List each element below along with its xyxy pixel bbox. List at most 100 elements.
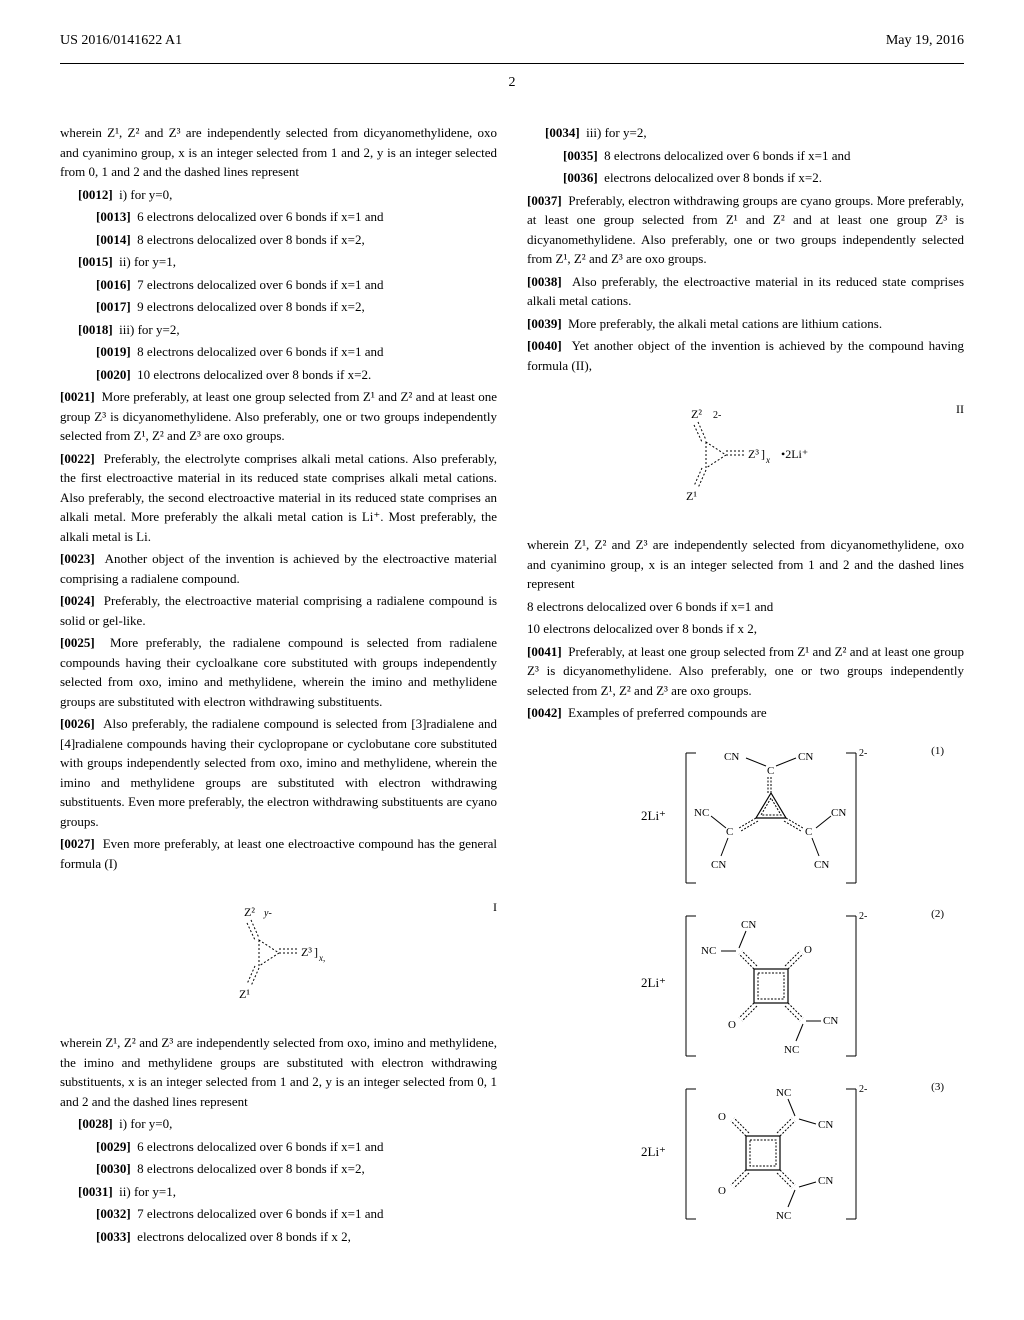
item-0028: [0028] i) for y=0,: [60, 1114, 497, 1134]
right-column: [0034] iii) for y=2, [0035] 8 electrons …: [527, 123, 964, 1249]
svg-text:Z¹: Z¹: [239, 987, 250, 1001]
item-0019: [0019] 8 electrons delocalized over 6 bo…: [60, 342, 497, 362]
svg-text:CN: CN: [724, 751, 739, 763]
item-0026: [0026] Also preferably, the radialene co…: [60, 714, 497, 831]
compound-1-label: (1): [931, 743, 944, 760]
svg-text:]: ]: [761, 447, 765, 461]
svg-text:CN: CN: [798, 751, 813, 763]
item-0040: [0040] Yet another object of the inventi…: [527, 336, 964, 375]
svg-text:2-: 2-: [859, 748, 867, 759]
item-0036: [0036] electrons delocalized over 8 bond…: [527, 168, 964, 188]
svg-text:CN: CN: [831, 807, 846, 819]
item-0023: [0023] Another object of the invention i…: [60, 549, 497, 588]
svg-text:Z³: Z³: [748, 447, 759, 461]
svg-text:NC: NC: [776, 1210, 791, 1222]
svg-text:CN: CN: [823, 1015, 838, 1027]
compound-3-structure: 2Li⁺ 2- O NC CN: [606, 1074, 886, 1229]
item-0042: [0042] Examples of preferred compounds a…: [527, 703, 964, 723]
compound-2: (2) 2Li⁺ 2- NC CN: [527, 901, 964, 1066]
page-header: US 2016/0141622 A1 May 19, 2016: [60, 30, 964, 51]
item-0031: [0031] ii) for y=1,: [60, 1182, 497, 1202]
svg-text:CN: CN: [741, 919, 756, 931]
item-0030: [0030] 8 electrons delocalized over 8 bo…: [60, 1159, 497, 1179]
item-0022: [0022] Preferably, the electrolyte compr…: [60, 449, 497, 547]
formula-I: I Z² y- Z¹ Z³ ] x,: [60, 898, 497, 1008]
item-0012: [0012] i) for y=0,: [60, 185, 497, 205]
svg-text:NC: NC: [784, 1044, 799, 1056]
svg-text:2Li⁺: 2Li⁺: [641, 1144, 666, 1159]
formula-II: II Z² 2- Z¹ Z³ ] x •2Li⁺: [527, 400, 964, 510]
svg-text:O: O: [728, 1019, 736, 1031]
formula-II-label: II: [956, 400, 964, 418]
patent-date: May 19, 2016: [886, 30, 964, 51]
two-column-layout: wherein Z¹, Z² and Z³ are independently …: [60, 123, 964, 1249]
svg-text:NC: NC: [694, 807, 709, 819]
svg-text:Z²: Z²: [691, 407, 702, 421]
svg-text:x,: x,: [318, 953, 325, 963]
item-0021: [0021] More preferably, at least one gro…: [60, 387, 497, 446]
svg-text:2-: 2-: [713, 410, 721, 421]
svg-text:NC: NC: [701, 945, 716, 957]
item-0016: [0016] 7 electrons delocalized over 6 bo…: [60, 275, 497, 295]
svg-text:2Li⁺: 2Li⁺: [641, 808, 666, 823]
item-0014: [0014] 8 electrons delocalized over 8 bo…: [60, 230, 497, 250]
compound-1-structure: 2Li⁺ 2- C CN CN: [606, 738, 886, 893]
formula-I-label: I: [493, 898, 497, 916]
item-0034: [0034] iii) for y=2,: [527, 123, 964, 143]
svg-text:2Li⁺: 2Li⁺: [641, 975, 666, 990]
item-0024: [0024] Preferably, the electroactive mat…: [60, 591, 497, 630]
svg-text:C: C: [805, 826, 812, 838]
post-formula-II-2: 8 electrons delocalized over 6 bonds if …: [527, 597, 964, 617]
svg-text:]: ]: [314, 945, 318, 959]
post-formula-II-3: 10 electrons delocalized over 8 bonds if…: [527, 619, 964, 639]
svg-text:Z¹: Z¹: [686, 489, 697, 503]
formula-I-structure: Z² y- Z¹ Z³ ] x,: [199, 898, 359, 1008]
page-number: 2: [60, 72, 964, 93]
svg-text:Z³: Z³: [301, 945, 312, 959]
item-0017: [0017] 9 electrons delocalized over 8 bo…: [60, 297, 497, 317]
svg-text:O: O: [804, 944, 812, 956]
svg-text:x: x: [765, 455, 770, 465]
item-0015: [0015] ii) for y=1,: [60, 252, 497, 272]
svg-text:O: O: [718, 1111, 726, 1123]
item-0033: [0033] electrons delocalized over 8 bond…: [60, 1227, 497, 1247]
svg-text:2-: 2-: [859, 911, 867, 922]
svg-text:CN: CN: [818, 1119, 833, 1131]
svg-text:C: C: [767, 765, 774, 777]
header-divider: [60, 63, 964, 64]
item-0041: [0041] Preferably, at least one group se…: [527, 642, 964, 701]
post-formula-I: wherein Z¹, Z² and Z³ are independently …: [60, 1033, 497, 1111]
compound-2-label: (2): [931, 906, 944, 923]
svg-text:CN: CN: [818, 1175, 833, 1187]
item-0013: [0013] 6 electrons delocalized over 6 bo…: [60, 207, 497, 227]
formula-II-structure: Z² 2- Z¹ Z³ ] x •2Li⁺: [646, 400, 846, 510]
svg-text:O: O: [718, 1185, 726, 1197]
item-0032: [0032] 7 electrons delocalized over 6 bo…: [60, 1204, 497, 1224]
svg-text:Z²: Z²: [244, 905, 255, 919]
svg-text:CN: CN: [711, 859, 726, 871]
svg-text:NC: NC: [776, 1087, 791, 1099]
item-0038: [0038] Also preferably, the electroactiv…: [527, 272, 964, 311]
svg-text:y-: y-: [263, 908, 272, 919]
svg-text:2-: 2-: [859, 1084, 867, 1095]
item-0039: [0039] More preferably, the alkali metal…: [527, 314, 964, 334]
left-column: wherein Z¹, Z² and Z³ are independently …: [60, 123, 497, 1249]
svg-text:CN: CN: [814, 859, 829, 871]
svg-text:C: C: [726, 826, 733, 838]
item-0020: [0020] 10 electrons delocalized over 8 b…: [60, 365, 497, 385]
item-0027: [0027] Even more preferably, at least on…: [60, 834, 497, 873]
item-0018: [0018] iii) for y=2,: [60, 320, 497, 340]
item-0035: [0035] 8 electrons delocalized over 6 bo…: [527, 146, 964, 166]
item-0029: [0029] 6 electrons delocalized over 6 bo…: [60, 1137, 497, 1157]
compound-1: (1) 2Li⁺ 2- C CN CN: [527, 738, 964, 893]
intro-text: wherein Z¹, Z² and Z³ are independently …: [60, 123, 497, 182]
patent-number: US 2016/0141622 A1: [60, 30, 182, 51]
post-formula-II-1: wherein Z¹, Z² and Z³ are independently …: [527, 535, 964, 594]
compound-2-structure: 2Li⁺ 2- NC CN O: [606, 901, 886, 1066]
item-0025: [0025] More preferably, the radialene co…: [60, 633, 497, 711]
compound-3: (3) 2Li⁺ 2- O NC: [527, 1074, 964, 1229]
svg-text:•2Li⁺: •2Li⁺: [781, 447, 808, 461]
compounds-area: (1) 2Li⁺ 2- C CN CN: [527, 738, 964, 1229]
compound-3-label: (3): [931, 1079, 944, 1096]
item-0037: [0037] Preferably, electron withdrawing …: [527, 191, 964, 269]
